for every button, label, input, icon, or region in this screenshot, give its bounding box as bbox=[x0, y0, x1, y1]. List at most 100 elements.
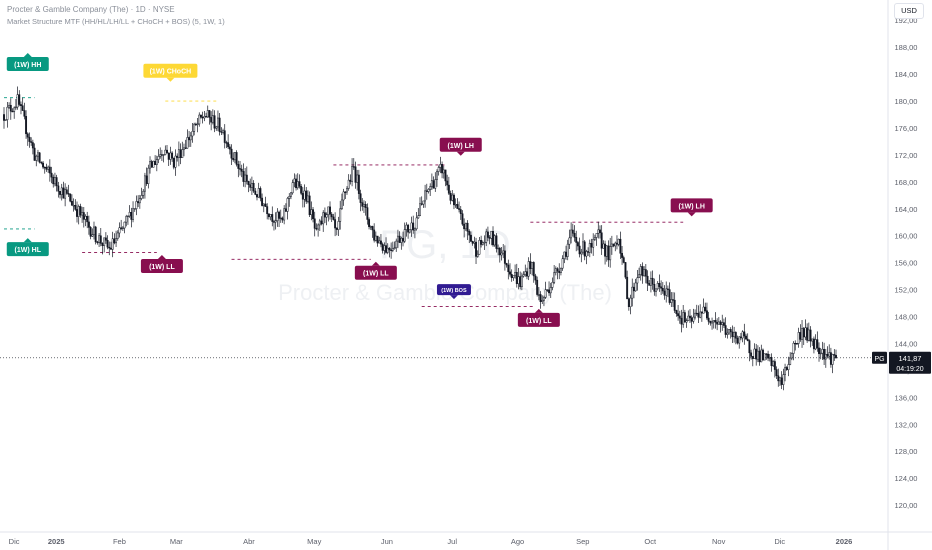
y-tick-label: 120,00 bbox=[895, 501, 918, 510]
structure-label[interactable]: (1W) LH bbox=[439, 137, 482, 156]
candle bbox=[82, 206, 85, 228]
candle bbox=[784, 363, 787, 382]
candle bbox=[724, 317, 727, 338]
candle bbox=[196, 118, 199, 133]
candle bbox=[94, 225, 97, 245]
candle bbox=[410, 216, 413, 237]
candle bbox=[87, 215, 90, 235]
candle bbox=[831, 353, 834, 374]
candle bbox=[753, 343, 756, 360]
candle bbox=[456, 198, 459, 209]
candle bbox=[509, 263, 511, 277]
candle bbox=[795, 343, 798, 345]
structure-label[interactable]: (1W) HH bbox=[6, 52, 49, 71]
candle bbox=[52, 174, 55, 188]
x-tick-label: 2025 bbox=[48, 537, 65, 546]
candle bbox=[687, 310, 690, 322]
candle bbox=[215, 125, 218, 131]
candle bbox=[458, 201, 461, 213]
candle bbox=[157, 149, 160, 164]
candle bbox=[245, 166, 248, 185]
candle bbox=[133, 208, 136, 212]
indicator-legend[interactable]: Market Structure MTF (HH/HL/LH/LL + CHoC… bbox=[7, 17, 225, 26]
candle bbox=[475, 237, 477, 264]
candle bbox=[806, 323, 809, 343]
candle bbox=[544, 281, 547, 300]
candle bbox=[610, 235, 613, 255]
candle bbox=[476, 250, 479, 258]
candle bbox=[492, 226, 494, 247]
structure-label[interactable]: (1W) LL bbox=[517, 308, 560, 327]
candle bbox=[809, 326, 812, 348]
candle bbox=[434, 172, 437, 192]
candle bbox=[775, 366, 778, 380]
structure-label[interactable]: (1W) LH bbox=[670, 198, 713, 217]
candle bbox=[179, 143, 182, 165]
candle bbox=[446, 174, 449, 191]
time-axis[interactable]: Dic 2025 Feb Mar Abr May Jun Jul Ago Sep Oct Nov Dic… bbox=[9, 537, 853, 546]
candle bbox=[104, 232, 107, 244]
structure-label[interactable]: (1W) BOS bbox=[436, 284, 471, 300]
y-tick-label: 192,00 bbox=[895, 16, 918, 25]
candle bbox=[498, 246, 501, 263]
candle bbox=[320, 216, 323, 226]
structure-label[interactable]: (1W) CHoCH bbox=[143, 63, 198, 82]
candle bbox=[222, 128, 224, 135]
candle bbox=[391, 241, 394, 253]
candle bbox=[833, 349, 836, 361]
candle bbox=[115, 230, 118, 247]
candle bbox=[573, 225, 576, 242]
price-badge: PG 141,87 04:19:20 bbox=[872, 351, 931, 374]
candle bbox=[746, 333, 749, 342]
structure-label[interactable]: (1W) HL bbox=[6, 238, 49, 257]
price-axis[interactable]: 192,00 188,00 184,00 180,00 176,00 172,00 168,… bbox=[895, 16, 918, 510]
candle bbox=[405, 222, 408, 237]
candle bbox=[670, 292, 673, 308]
x-tick-label: Mar bbox=[170, 537, 183, 546]
candle bbox=[249, 178, 252, 191]
candle bbox=[790, 352, 793, 361]
candle bbox=[376, 235, 379, 247]
candle bbox=[108, 241, 111, 256]
candle bbox=[408, 229, 411, 234]
candle bbox=[814, 334, 817, 351]
candle bbox=[18, 90, 21, 107]
candle bbox=[162, 154, 165, 163]
candle bbox=[758, 347, 761, 366]
candle bbox=[21, 97, 24, 111]
candle bbox=[138, 194, 141, 209]
candle bbox=[743, 323, 746, 345]
candle bbox=[340, 193, 343, 210]
candle bbox=[537, 286, 540, 301]
candle bbox=[527, 257, 530, 281]
candle bbox=[132, 201, 134, 223]
candle bbox=[593, 234, 596, 242]
candle bbox=[347, 174, 350, 191]
candle bbox=[247, 180, 250, 193]
candle bbox=[369, 225, 372, 230]
candle bbox=[553, 265, 556, 285]
candle bbox=[261, 193, 264, 207]
candle bbox=[736, 335, 739, 345]
candle bbox=[240, 164, 243, 178]
candle bbox=[201, 111, 204, 124]
candle bbox=[271, 206, 274, 227]
structure-label[interactable]: (1W) LL bbox=[354, 261, 397, 280]
candle bbox=[685, 318, 688, 328]
candle bbox=[607, 240, 610, 267]
structure-label[interactable]: (1W) LL bbox=[140, 255, 183, 273]
candle bbox=[447, 176, 450, 196]
y-tick-label: 168,00 bbox=[895, 178, 918, 187]
currency-label[interactable]: USD bbox=[894, 3, 924, 19]
candle bbox=[45, 163, 48, 172]
candle bbox=[539, 291, 542, 309]
candle bbox=[692, 308, 695, 324]
candle bbox=[626, 270, 629, 300]
candle bbox=[267, 213, 270, 220]
candle bbox=[729, 327, 732, 339]
candle bbox=[318, 218, 321, 232]
candle bbox=[206, 105, 209, 118]
candle bbox=[439, 156, 442, 174]
candle bbox=[629, 294, 632, 315]
